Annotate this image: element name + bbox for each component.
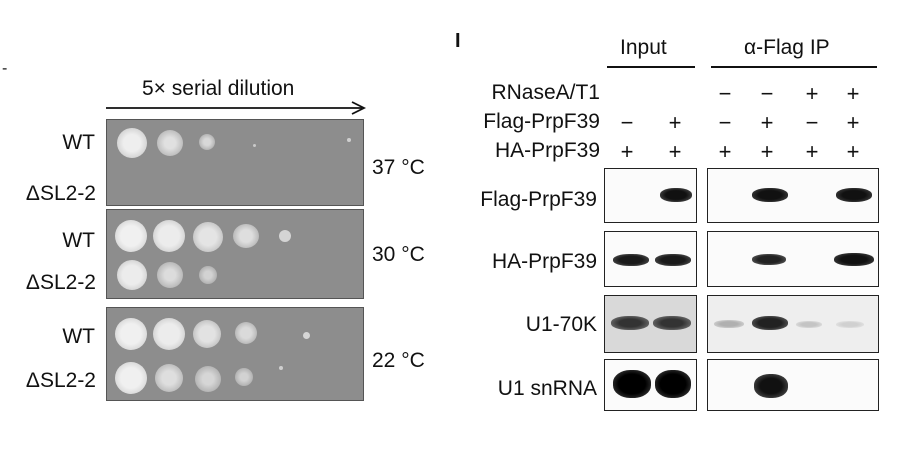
colony-spot [279, 366, 283, 370]
blot-band [752, 254, 786, 265]
sign-ha-lane1: + [620, 139, 634, 164]
blot-label-u1-70k: U1-70K [525, 313, 597, 336]
colony-spot [115, 220, 147, 252]
blot-label-flag-prpf39: Flag-PrpF39 [480, 188, 597, 211]
sign-ha-lane4: + [760, 139, 774, 164]
plate-37c [106, 119, 364, 206]
colony-spot [153, 220, 185, 252]
blot-band [655, 254, 691, 266]
blot-label-ha-prpf39: HA-PrpF39 [491, 250, 597, 273]
condition-label-flag-prpf39: Flag-PrpF39 [483, 110, 600, 133]
colony-spot [199, 134, 215, 150]
strain-label-dsl2-2: ΔSL2-2 [25, 271, 96, 294]
sign-ha-lane6: + [846, 139, 860, 164]
colony-spot [155, 364, 183, 392]
colony-spot [347, 138, 351, 142]
sign-ha-lane5: + [805, 139, 819, 164]
temperature-label-30c: 30 °C [372, 243, 425, 266]
blot-input-u1-snrna [604, 359, 697, 411]
plate-22c [106, 307, 364, 401]
group-underline-flag-ip [711, 66, 877, 68]
colony-spot [115, 318, 147, 350]
blot-band [655, 370, 691, 398]
sign-rnase-lane3: − [718, 81, 732, 106]
blot-ip-flag-prpf39 [707, 168, 879, 223]
colony-spot [199, 266, 217, 284]
strain-label-dsl2-2: ΔSL2-2 [25, 182, 96, 205]
blot-band [613, 254, 649, 266]
dilution-arrow-label: 5× serial dilution [142, 77, 295, 100]
colony-spot [279, 230, 291, 242]
sign-ha-lane3: + [718, 139, 732, 164]
group-header-input: Input [620, 36, 667, 59]
sign-flag-lane4: + [760, 110, 774, 135]
dilution-arrow-icon [106, 101, 367, 115]
colony-spot [115, 362, 147, 394]
strain-label-wt: WT [62, 131, 95, 154]
colony-spot [117, 260, 147, 290]
blot-input-flag-prpf39 [604, 168, 697, 223]
group-underline-input [607, 66, 695, 68]
blot-label-u1-snrna: U1 snRNA [497, 377, 597, 400]
sign-flag-lane1: − [620, 110, 634, 135]
colony-spot [157, 130, 183, 156]
colony-spot [235, 368, 253, 386]
blot-band [653, 316, 691, 330]
blot-band [836, 188, 872, 202]
blot-ip-u1-snrna [707, 359, 879, 411]
blot-band [660, 188, 692, 202]
sign-rnase-lane6: + [846, 81, 860, 106]
blot-band [752, 316, 788, 330]
colony-spot [193, 222, 223, 252]
blot-ip-ha-prpf39 [707, 231, 879, 287]
sign-flag-lane5: − [805, 110, 819, 135]
sign-flag-lane3: − [718, 110, 732, 135]
blot-band [836, 321, 864, 328]
blot-band [714, 320, 744, 328]
blot-band [834, 253, 874, 266]
colony-spot [193, 320, 221, 348]
blot-band [613, 370, 651, 398]
colony-spot [235, 322, 257, 344]
temperature-label-22c: 22 °C [372, 349, 425, 372]
colony-spot [233, 224, 259, 248]
colony-spot [303, 332, 310, 339]
blot-band [752, 188, 788, 202]
blot-input-ha-prpf39 [604, 231, 697, 287]
colony-spot [117, 128, 147, 158]
corner-mark: - [2, 60, 8, 77]
blot-band [796, 321, 822, 328]
blot-input-u1-70k [604, 295, 697, 353]
sign-rnase-lane5: + [805, 81, 819, 106]
condition-label-rnase: RNaseA/T1 [491, 81, 600, 104]
strain-label-wt: WT [62, 229, 95, 252]
blot-band [754, 374, 788, 398]
condition-label-ha-prpf39: HA-PrpF39 [494, 139, 600, 162]
strain-label-wt: WT [62, 325, 95, 348]
sign-ha-lane2: + [668, 139, 682, 164]
sign-rnase-lane4: − [760, 81, 774, 106]
temperature-label-37c: 37 °C [372, 156, 425, 179]
colony-spot [195, 366, 221, 392]
plate-30c [106, 209, 364, 299]
panel-letter: I [455, 30, 461, 52]
sign-flag-lane2: + [668, 110, 682, 135]
strain-label-dsl2-2: ΔSL2-2 [25, 369, 96, 392]
blot-ip-u1-70k [707, 295, 879, 353]
group-header-flag-ip: α-Flag IP [744, 36, 830, 59]
blot-band [611, 316, 649, 330]
sign-flag-lane6: + [846, 110, 860, 135]
colony-spot [253, 144, 256, 147]
colony-spot [157, 262, 183, 288]
colony-spot [153, 318, 185, 350]
